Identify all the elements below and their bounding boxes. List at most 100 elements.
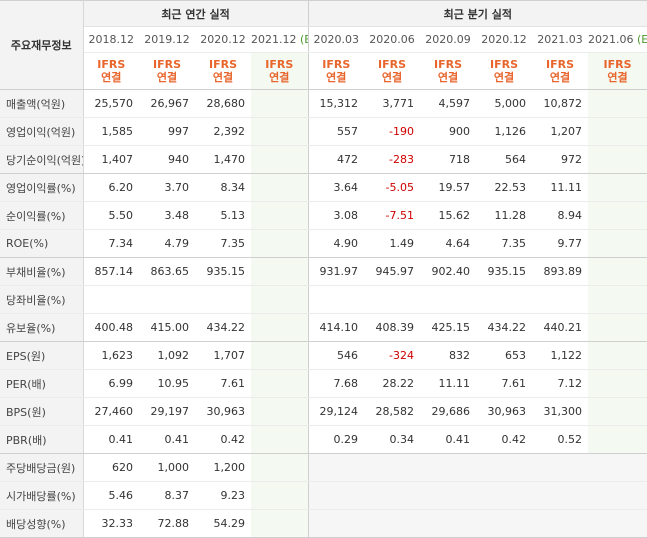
consolidated-label: 연결 [326, 71, 347, 84]
quarterly-value-cell [308, 509, 365, 538]
quarterly-value-cell: 434.22 [476, 313, 533, 342]
annual-value-cell [251, 369, 309, 398]
quarterly-value-cell [588, 481, 647, 510]
quarterly-value-cell [588, 369, 647, 398]
quarterly-value-cell: 0.52 [532, 425, 589, 454]
annual-value-cell: 1,000 [139, 453, 195, 482]
annual-value-cell [251, 481, 309, 510]
quarterly-period: 2021.03 [532, 26, 589, 53]
table-row: 부채비율(%) 857.14 863.65 935.15 931.97 945.97 902… [0, 257, 647, 286]
row-label: 영업이익(억원) [0, 117, 84, 146]
quarterly-value-cell: 0.34 [364, 425, 421, 454]
ifrs-label: IFRS [603, 58, 632, 71]
quarterly-group-title: 최근 분기 실적 [308, 0, 647, 27]
annual-value-cell: 10.95 [139, 369, 195, 398]
quarterly-value-cell [588, 117, 647, 146]
annual-value-cell [251, 229, 309, 258]
accounting-standard-row: IFRS 연결 IFRS 연결 IFRS 연결 IFRS 연결 IFRS 연결 IFRS 연결 IFRS… [0, 52, 647, 90]
row-label: PBR(배) [0, 425, 84, 454]
quarterly-value-cell: 900 [420, 117, 477, 146]
quarterly-value-cell: 564 [476, 145, 533, 174]
annual-value-cell [251, 509, 309, 538]
label-column-title: 주요재무정보 [0, 0, 84, 90]
quarterly-value-cell: 4,597 [420, 89, 477, 118]
annual-group-title: 최근 연간 실적 [83, 0, 309, 27]
quarterly-value-cell: 10,872 [532, 89, 589, 118]
annual-value-cell: 935.15 [195, 257, 251, 286]
table-row: 주당배당금(원) 620 1,000 1,200 [0, 453, 647, 482]
annual-value-cell: 620 [83, 453, 139, 482]
row-label: 유보율(%) [0, 313, 84, 342]
table-row: ROE(%) 7.34 4.79 7.35 4.90 1.49 4.64 7.35 9.77 [0, 229, 647, 258]
quarterly-value-cell [420, 285, 477, 314]
quarterly-value-cell: 653 [476, 341, 533, 370]
annual-value-cell [251, 425, 309, 454]
quarterly-value-cell [308, 453, 365, 482]
ifrs-label: IFRS [546, 58, 575, 71]
quarterly-value-cell [532, 453, 589, 482]
annual-value-cell [139, 285, 195, 314]
accounting-standard-cell: IFRS 연결 [364, 52, 421, 90]
quarterly-value-cell: 1.49 [364, 229, 421, 258]
quarterly-value-cell: 546 [308, 341, 365, 370]
annual-value-cell: 30,963 [195, 397, 251, 426]
quarterly-value-cell [364, 509, 421, 538]
quarterly-value-cell [588, 313, 647, 342]
annual-value-cell [251, 285, 309, 314]
table-row: PER(배) 6.99 10.95 7.61 7.68 28.22 11.11 7.61 7.1… [0, 369, 647, 398]
annual-value-cell: 1,470 [195, 145, 251, 174]
quarterly-period: 2020.09 [420, 26, 477, 53]
annual-value-cell: 1,407 [83, 145, 139, 174]
quarterly-value-cell [420, 509, 477, 538]
quarterly-value-cell: 1,207 [532, 117, 589, 146]
annual-value-cell: 29,197 [139, 397, 195, 426]
accounting-standard-cell: IFRS 연결 [308, 52, 365, 90]
annual-value-cell [251, 201, 309, 230]
quarterly-value-cell [308, 481, 365, 510]
table-row: 유보율(%) 400.48 415.00 434.22 414.10 408.39 425.… [0, 313, 647, 342]
ifrs-label: IFRS [378, 58, 407, 71]
quarterly-value-cell [476, 285, 533, 314]
annual-value-cell: 415.00 [139, 313, 195, 342]
table-row: EPS(원) 1,623 1,092 1,707 546 -324 832 653 1,122 [0, 341, 647, 370]
row-label: EPS(원) [0, 341, 84, 370]
consolidated-label: 연결 [607, 71, 628, 84]
quarterly-period: 2020.06 [364, 26, 421, 53]
quarterly-value-cell: -7.51 [364, 201, 421, 230]
quarterly-value-cell: 472 [308, 145, 365, 174]
annual-value-cell: 7.34 [83, 229, 139, 258]
quarterly-value-cell: 935.15 [476, 257, 533, 286]
quarterly-value-cell: 15.62 [420, 201, 477, 230]
row-label: PER(배) [0, 369, 84, 398]
quarterly-value-cell [588, 425, 647, 454]
quarterly-value-cell: 408.39 [364, 313, 421, 342]
consolidated-label: 연결 [493, 71, 515, 84]
quarterly-period: 2020.12 [476, 26, 533, 53]
table-row: 매출액(억원) 25,570 26,967 28,680 15,312 3,771 4,59… [0, 89, 647, 118]
quarterly-value-cell [588, 145, 647, 174]
quarterly-value-cell: 28,582 [364, 397, 421, 426]
group-header-row: 주요재무정보 최근 연간 실적 최근 분기 실적 [0, 0, 647, 90]
quarterly-value-cell: 557 [308, 117, 365, 146]
quarterly-value-cell: 893.89 [532, 257, 589, 286]
consolidated-label: 연결 [437, 71, 459, 84]
ifrs-label: IFRS [265, 58, 294, 71]
annual-value-cell: 857.14 [83, 257, 139, 286]
period-header-row: 2018.12 2019.12 2020.12 2021.12 (E) 2020… [0, 26, 647, 53]
quarterly-value-cell: 1,126 [476, 117, 533, 146]
quarterly-value-cell [588, 201, 647, 230]
quarterly-value-cell: 7.12 [532, 369, 589, 398]
quarterly-value-cell [532, 509, 589, 538]
quarterly-value-cell: 19.57 [420, 173, 477, 202]
annual-value-cell [251, 313, 309, 342]
quarterly-value-cell [588, 285, 647, 314]
quarterly-value-cell: -283 [364, 145, 421, 174]
quarterly-value-cell: 1,122 [532, 341, 589, 370]
row-label: 주당배당금(원) [0, 453, 84, 482]
annual-value-cell: 28,680 [195, 89, 251, 118]
row-label: 영업이익률(%) [0, 173, 84, 202]
annual-value-cell [83, 285, 139, 314]
quarterly-value-cell: 31,300 [532, 397, 589, 426]
quarterly-value-cell: 4.64 [420, 229, 477, 258]
quarterly-value-cell: -190 [364, 117, 421, 146]
